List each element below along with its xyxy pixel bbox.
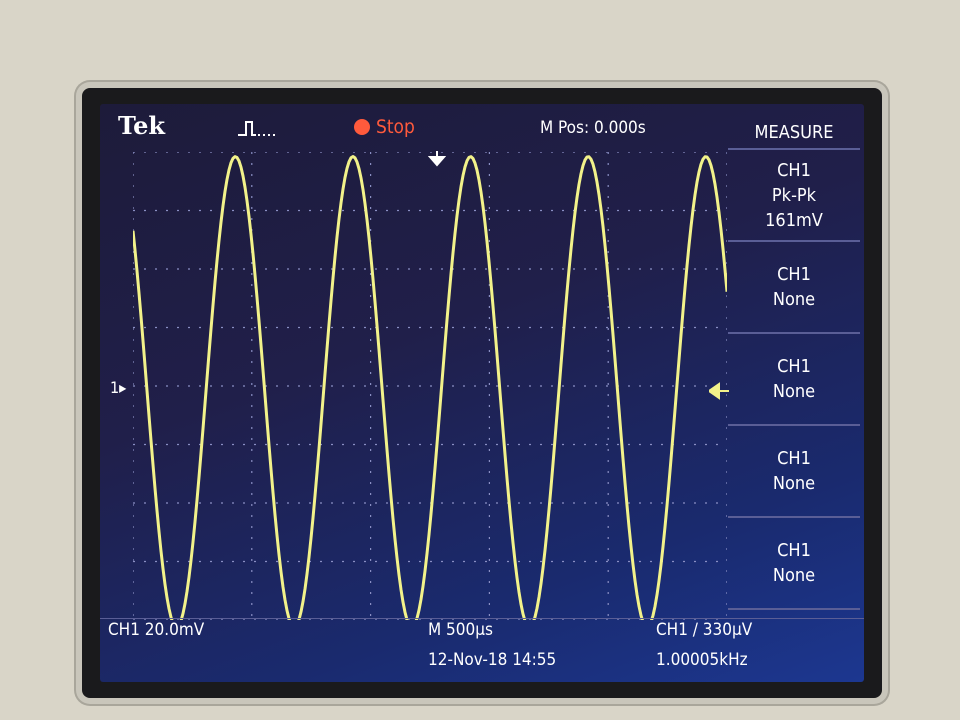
measure-menu-title: MEASURE bbox=[728, 118, 860, 150]
measure-slot-type: None bbox=[772, 473, 816, 494]
footer-divider bbox=[100, 618, 864, 619]
measure-slot-value: 161mV bbox=[765, 209, 823, 231]
trigger-level-icon bbox=[707, 382, 729, 404]
measure-slot-5[interactable]: CH1 None bbox=[728, 518, 860, 610]
ch1-volts-per-div: CH1 20.0mV bbox=[108, 620, 205, 640]
measure-slot-channel: CH1 bbox=[777, 448, 811, 469]
measure-slot-channel: CH1 bbox=[777, 356, 811, 377]
measure-slot-channel: CH1 bbox=[777, 159, 811, 181]
measure-slot-type: None bbox=[772, 381, 816, 402]
run-status: Stop bbox=[354, 118, 415, 137]
status-label: Stop bbox=[376, 116, 415, 138]
stop-indicator-icon bbox=[354, 119, 370, 135]
measure-slot-type: Pk-Pk bbox=[771, 184, 817, 206]
waveform-graticule bbox=[133, 152, 727, 620]
trigger-position-icon bbox=[427, 151, 447, 171]
measure-slot-4[interactable]: CH1 None bbox=[728, 426, 860, 518]
ch1-ground-marker: 1▸ bbox=[110, 378, 127, 397]
measure-slot-3[interactable]: CH1 None bbox=[728, 334, 860, 426]
measure-slot-channel: CH1 bbox=[777, 540, 811, 561]
brand-logo: Tek bbox=[118, 111, 166, 140]
ch1-marker-label: 1 bbox=[110, 378, 120, 397]
measure-slot-type: None bbox=[772, 289, 816, 310]
measure-slot-channel: CH1 bbox=[777, 264, 811, 285]
measure-menu: MEASURE CH1 Pk-Pk 161mV CH1 None CH1 Non… bbox=[728, 118, 860, 618]
timebase-readout: M 500µs bbox=[428, 620, 493, 640]
horizontal-position-readout: M Pos: 0.000s bbox=[540, 118, 646, 138]
trigger-waveform-icon bbox=[236, 118, 280, 142]
measure-slot-1[interactable]: CH1 Pk-Pk 161mV bbox=[728, 150, 860, 242]
date-time-readout: 12-Nov-18 14:55 bbox=[428, 650, 557, 670]
ch1-waveform-trace bbox=[133, 155, 727, 620]
measure-slot-2[interactable]: CH1 None bbox=[728, 242, 860, 334]
measure-slot-type: None bbox=[772, 565, 816, 586]
oscilloscope-screen: Tek Stop M Pos: 0.000s 1▸ MEASURE CH1 Pk… bbox=[100, 104, 864, 682]
frequency-readout: 1.00005kHz bbox=[656, 650, 748, 670]
trigger-readout: CH1 ∕ 330µV bbox=[656, 620, 753, 640]
